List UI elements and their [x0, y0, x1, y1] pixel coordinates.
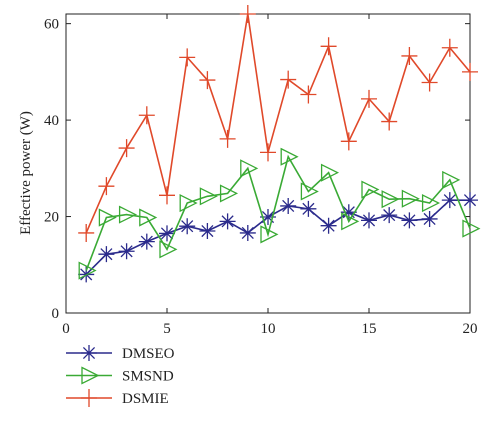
- data-point-dmseo: [159, 225, 175, 242]
- x-tick-label: 15: [362, 321, 377, 337]
- data-point-smsnd: [381, 190, 400, 209]
- data-point-dmseo: [239, 224, 256, 241]
- data-point-smsnd: [361, 180, 380, 199]
- data-point-smsnd: [320, 163, 340, 182]
- series-line-dmseo: [85, 199, 470, 275]
- legend-label-dsmie: DSMIE: [122, 391, 169, 407]
- data-point-smsnd: [280, 147, 299, 166]
- data-point-dsmie: [381, 112, 398, 131]
- y-axis-title: Effective power (W): [18, 111, 34, 235]
- axis-ticks: 0 5 10 15 20 0 20 40 60: [44, 14, 478, 337]
- series-smsnd: [78, 147, 481, 280]
- data-point-smsnd: [341, 212, 360, 231]
- legend-item-dmseo: DMSEO: [66, 345, 175, 362]
- data-point-dsmie: [199, 71, 216, 90]
- data-point-smsnd: [159, 240, 178, 259]
- data-point-dsmie: [320, 37, 337, 56]
- data-point-smsnd: [179, 193, 198, 213]
- data-point-dmseo: [381, 207, 398, 224]
- x-tick-label: 5: [163, 321, 171, 337]
- data-point-smsnd: [219, 184, 239, 203]
- data-point-dsmie: [219, 129, 236, 148]
- legend: DMSEO SMSND DSMIE: [66, 345, 175, 407]
- data-point-dmseo: [219, 213, 236, 230]
- legend-marker-smsnd: [81, 366, 100, 385]
- data-point-smsnd: [98, 208, 117, 227]
- series-dmseo: [78, 192, 478, 283]
- data-point-smsnd: [118, 205, 138, 224]
- data-point-dsmie: [239, 5, 256, 23]
- x-tick-label: 10: [261, 321, 276, 337]
- data-point-dsmie: [340, 132, 357, 151]
- legend-marker-dsmie: [81, 389, 97, 407]
- x-tick-label: 20: [463, 321, 478, 337]
- data-point-dsmie: [260, 143, 276, 162]
- data-point-dsmie: [179, 48, 196, 67]
- x-tick-label: 0: [62, 321, 70, 337]
- data-point-smsnd: [260, 225, 279, 244]
- data-point-smsnd: [462, 219, 481, 238]
- data-point-smsnd: [78, 261, 97, 280]
- series-line-dsmie: [85, 13, 471, 234]
- legend-item-dsmie: DSMIE: [66, 389, 169, 407]
- data-point-dmseo: [401, 212, 418, 229]
- data-point-dmseo: [300, 200, 317, 217]
- data-point-dmseo: [320, 217, 337, 234]
- legend-label-smsnd: SMSND: [122, 369, 174, 385]
- data-point-dmseo: [199, 223, 216, 240]
- data-point-smsnd: [442, 170, 461, 189]
- data-point-dsmie: [441, 38, 458, 57]
- data-point-smsnd: [139, 208, 158, 227]
- data-point-dmseo: [260, 209, 276, 226]
- data-point-dsmie: [421, 73, 438, 92]
- data-point-dmseo: [179, 218, 196, 235]
- data-point-dmseo: [98, 246, 115, 263]
- data-point-dsmie: [300, 85, 317, 104]
- data-point-dmseo: [280, 197, 297, 214]
- data-point-smsnd: [240, 159, 259, 178]
- data-point-dsmie: [462, 62, 478, 81]
- data-point-dmseo: [340, 204, 357, 221]
- data-point-smsnd: [199, 187, 218, 206]
- data-point-dsmie: [78, 223, 95, 242]
- data-point-dmseo: [462, 192, 478, 209]
- y-tick-label: 20: [44, 210, 59, 226]
- legend-label-dmseo: DMSEO: [122, 346, 175, 362]
- data-point-dsmie: [118, 139, 135, 158]
- series-line-smsnd: [85, 154, 471, 271]
- data-point-dmseo: [421, 210, 438, 227]
- y-tick-label: 40: [44, 113, 59, 129]
- data-point-dmseo: [441, 192, 458, 209]
- data-point-dsmie: [361, 89, 377, 108]
- data-point-dsmie: [98, 177, 115, 196]
- y-tick-label: 0: [52, 306, 60, 322]
- data-point-smsnd: [300, 182, 319, 201]
- legend-marker-dmseo: [81, 345, 97, 361]
- data-point-dsmie: [401, 46, 418, 65]
- data-point-dmseo: [118, 243, 135, 260]
- y-tick-label: 60: [44, 17, 59, 33]
- series-dsmie: [78, 5, 478, 242]
- legend-item-smsnd: SMSND: [66, 366, 174, 385]
- data-series: [78, 5, 481, 283]
- data-point-smsnd: [421, 193, 441, 213]
- data-point-dmseo: [138, 233, 155, 250]
- data-point-dsmie: [280, 70, 297, 89]
- data-point-dmseo: [361, 212, 377, 229]
- data-point-dsmie: [138, 106, 155, 125]
- data-point-dsmie: [159, 186, 175, 205]
- data-point-smsnd: [401, 189, 420, 208]
